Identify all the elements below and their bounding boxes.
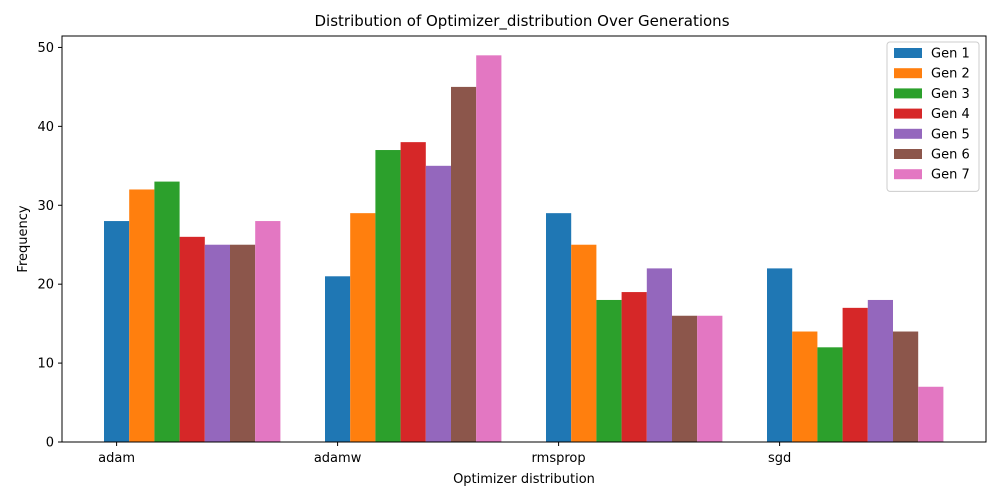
bar-sgd-gen-2 [792, 331, 818, 442]
bar-adamw-gen-7 [476, 55, 502, 442]
legend-swatch-gen-3 [894, 88, 922, 99]
bar-adam-gen-7 [255, 221, 281, 442]
bar-rmsprop-gen-2 [571, 244, 597, 442]
y-tick-label: 40 [37, 120, 54, 135]
legend-swatch-gen-1 [894, 48, 922, 58]
legend-label-gen-1: Gen 1 [931, 47, 970, 62]
y-tick-label: 20 [37, 278, 54, 293]
y-tick-label: 30 [37, 199, 54, 214]
bar-rmsprop-gen-1 [546, 213, 572, 442]
bar-sgd-gen-1 [767, 268, 793, 442]
plot-frame [61, 35, 987, 443]
bar-rmsprop-gen-7 [697, 315, 723, 442]
bar-adamw-gen-1 [325, 276, 351, 442]
y-axis-ticks: 0 10 20 30 40 50 [37, 41, 62, 451]
bar-sgd-gen-3 [817, 347, 843, 442]
bar-rmsprop-gen-6 [672, 315, 698, 442]
bar-sgd-gen-5 [867, 299, 893, 442]
legend-swatch-gen-7 [894, 169, 922, 180]
bar-sgd-gen-4 [842, 307, 868, 442]
x-axis-ticks: adam adamw rmsprop sgd [98, 442, 791, 466]
bar-adamw-gen-5 [425, 165, 451, 442]
legend-swatch-gen-4 [894, 108, 922, 119]
legend-label-gen-7: Gen 7 [931, 168, 970, 183]
chart-title: Distribution of Optimizer_distribution O… [314, 12, 729, 31]
bar-adamw-gen-4 [400, 142, 426, 442]
bar-adam-gen-4 [179, 236, 205, 442]
legend-label-gen-4: Gen 4 [931, 107, 970, 122]
bar-adam-gen-1 [104, 221, 130, 442]
x-tick-label-rmsprop: rmsprop [532, 451, 586, 466]
legend-label-gen-6: Gen 6 [931, 148, 970, 163]
bar-adam-gen-5 [204, 244, 230, 442]
bar-sgd-gen-6 [893, 331, 919, 442]
legend-swatch-gen-5 [894, 128, 922, 139]
y-tick-label: 10 [37, 357, 54, 372]
bar-adam-gen-2 [129, 189, 155, 442]
legend-label-gen-5: Gen 5 [931, 127, 970, 142]
y-tick-label: 0 [46, 436, 54, 451]
x-tick-label-sgd: sgd [768, 451, 791, 466]
legend-label-gen-2: Gen 2 [931, 67, 970, 82]
x-axis-label: Optimizer distribution [453, 472, 595, 487]
legend: Gen 1 Gen 2 Gen 3 Gen 4 Gen 5 Gen 6 Gen 7 [886, 41, 980, 192]
bar-adamw-gen-2 [350, 213, 376, 442]
bar-adamw-gen-6 [451, 86, 477, 443]
bars-group [104, 55, 944, 443]
bar-rmsprop-gen-5 [646, 268, 672, 442]
bar-rmsprop-gen-3 [596, 299, 622, 442]
legend-swatch-gen-6 [894, 149, 922, 159]
x-tick-label-adamw: adamw [314, 451, 362, 466]
legend-label-gen-3: Gen 3 [931, 87, 970, 102]
bar-adam-gen-3 [154, 181, 180, 442]
bar-adamw-gen-3 [375, 150, 401, 442]
bar-rmsprop-gen-4 [621, 292, 647, 442]
bar-adam-gen-6 [230, 244, 256, 442]
x-tick-label-adam: adam [98, 451, 135, 466]
y-axis-label: Frequency [16, 205, 31, 272]
bar-sgd-gen-7 [918, 386, 944, 442]
y-tick-label: 50 [37, 41, 54, 56]
legend-swatch-gen-2 [894, 68, 922, 79]
